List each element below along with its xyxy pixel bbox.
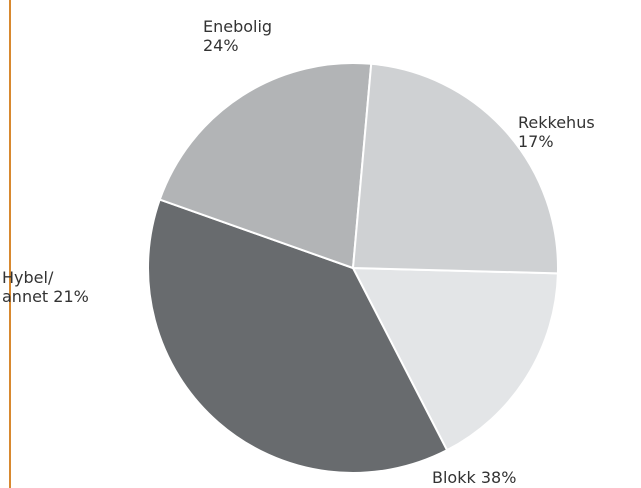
slice-label-line: 24% [203, 36, 239, 55]
slice-label-hybel-annet: Hybel/annet 21% [2, 268, 89, 306]
slice-label-rekkehus: Rekkehus 17% [518, 113, 595, 151]
slice-label-line: Blokk 38% [432, 468, 516, 487]
pie-slice-blokk [147, 198, 449, 474]
slice-label-blokk: Blokk 38% [432, 468, 516, 487]
pie-slice-rekkehus [351, 266, 559, 452]
slice-label-line: Rekkehus [518, 113, 595, 132]
pie-slices [147, 62, 559, 474]
slice-label-enebolig: Enebolig 24% [203, 17, 272, 55]
slice-label-line: Enebolig [203, 17, 272, 36]
left-border-rule [9, 0, 11, 488]
pie-labels: Rekkehus 17% Blokk 38% Hybel/annet 21% Enebo… [2, 17, 595, 487]
slice-label-line: Hybel/ [2, 268, 54, 287]
pie-slice-hybel-annet [158, 62, 373, 270]
slice-label-line: 17% [518, 132, 554, 151]
slice-label-line: annet 21% [2, 287, 89, 306]
pie-slice-enebolig [351, 62, 559, 275]
